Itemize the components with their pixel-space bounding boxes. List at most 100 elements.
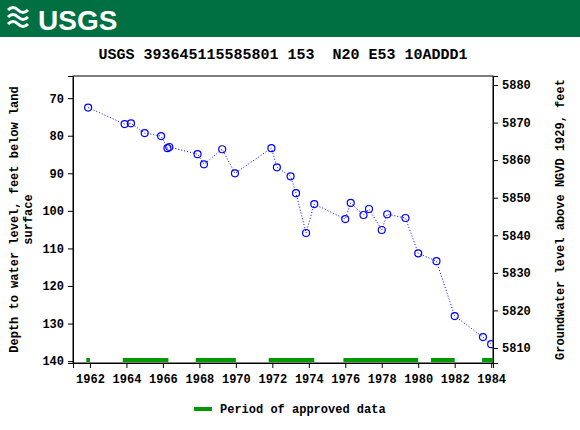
tick: 1972 <box>258 363 287 387</box>
data-point <box>365 205 372 212</box>
tick: 140 <box>42 355 73 369</box>
tick-mark <box>236 363 237 368</box>
tick-mark <box>493 85 498 86</box>
legend-label: Period of approved data <box>220 403 386 417</box>
tick: 1984 <box>477 363 506 387</box>
tick-mark <box>493 198 498 199</box>
tick-mark <box>68 361 73 362</box>
data-point <box>158 133 165 140</box>
tick-label: 120 <box>42 280 64 294</box>
tick-mark <box>345 363 346 368</box>
tick-label: 5880 <box>502 79 531 93</box>
tick: 110 <box>42 243 73 257</box>
tick-label: 130 <box>42 318 64 332</box>
data-point <box>141 130 148 137</box>
tick: 1978 <box>368 363 397 387</box>
data-point <box>200 161 207 168</box>
tick: 120 <box>42 280 73 294</box>
tick-label: 5820 <box>502 305 531 319</box>
header-bar <box>0 0 580 37</box>
data-point <box>311 201 318 208</box>
tick: 1974 <box>295 363 324 387</box>
tick-label: 1966 <box>149 373 178 387</box>
tick-mark <box>272 363 273 368</box>
approved-period <box>431 358 455 362</box>
y-axis-title: Depth to water level, feet below landsur… <box>8 86 36 352</box>
logo-wave <box>8 22 28 27</box>
data-point <box>415 250 422 257</box>
tick-mark <box>309 363 310 368</box>
tick-label: 100 <box>42 205 64 219</box>
tick: 5860 <box>493 154 531 168</box>
logo-text: USGS <box>38 5 117 36</box>
tick-label: 70 <box>50 93 64 107</box>
chart: USGS USGS 393645115585801 153 N20 E53 10A… <box>0 0 580 430</box>
plot-area <box>85 104 493 362</box>
data-point <box>488 341 493 348</box>
tick: 5810 <box>493 342 531 356</box>
tick-mark <box>493 123 498 124</box>
approved-period <box>343 358 418 362</box>
tick-label: 1976 <box>331 373 360 387</box>
x-axis: 1962 1964 1966 1968 1970 1972 1974 1976 1978 1980… <box>74 363 507 387</box>
tick-mark <box>68 136 73 137</box>
tick-mark <box>493 310 498 311</box>
approved-period <box>123 358 169 362</box>
plot-frame <box>73 76 493 363</box>
tick-mark <box>68 98 73 99</box>
tick-label: 1980 <box>404 373 433 387</box>
tick: 1982 <box>441 363 470 387</box>
tick-label: 1964 <box>113 373 142 387</box>
legend: Period of approved data <box>194 403 386 417</box>
tick-label: 1978 <box>368 373 397 387</box>
tick-mark <box>491 363 492 368</box>
tick-label: 1962 <box>76 373 105 387</box>
tick-label: 1974 <box>295 373 324 387</box>
tick-mark <box>68 248 73 249</box>
tick: 5840 <box>493 230 531 244</box>
tick-mark <box>90 363 91 368</box>
tick-mark <box>493 273 498 274</box>
data-point <box>303 230 310 237</box>
logo <box>8 8 28 27</box>
tick: 5830 <box>493 267 531 281</box>
tick: 1964 <box>113 363 142 387</box>
tick: 1968 <box>185 363 214 387</box>
tick-label: 1982 <box>441 373 470 387</box>
approved-period <box>196 358 236 362</box>
tick: 1962 <box>76 363 105 387</box>
tick-mark <box>199 363 200 368</box>
tick-mark <box>68 286 73 287</box>
legend-swatch <box>194 407 212 411</box>
data-point <box>433 258 440 265</box>
tick-label: 1972 <box>258 373 287 387</box>
approved-period <box>269 358 315 362</box>
tick-label: 5870 <box>502 117 531 131</box>
data-point <box>219 146 226 153</box>
tick-mark <box>68 211 73 212</box>
tick-mark <box>382 363 383 368</box>
tick-mark <box>493 160 498 161</box>
tick-label: 5810 <box>502 342 531 356</box>
approved-period <box>482 358 493 362</box>
data-point <box>231 170 238 177</box>
series-line <box>88 108 491 345</box>
tick: 100 <box>42 205 73 219</box>
tick-label: 80 <box>50 130 64 144</box>
data-point <box>287 173 294 180</box>
tick-label: 5830 <box>502 267 531 281</box>
tick-mark <box>493 235 498 236</box>
title: USGS 393645115585801 153 N20 E53 10ADDD1 <box>98 47 467 64</box>
tick: 90 <box>50 168 73 182</box>
data-point <box>378 227 385 234</box>
tick-label: 90 <box>50 168 64 182</box>
logo-wave <box>8 8 28 13</box>
tick: 1970 <box>222 363 251 387</box>
tick: 1966 <box>149 363 178 387</box>
tick: 5820 <box>493 305 531 319</box>
tick: 5870 <box>493 117 531 131</box>
axis-line <box>494 77 499 364</box>
tick-label: 5850 <box>502 192 531 206</box>
tick-label: 5840 <box>502 230 531 244</box>
tick: 5880 <box>493 79 531 93</box>
